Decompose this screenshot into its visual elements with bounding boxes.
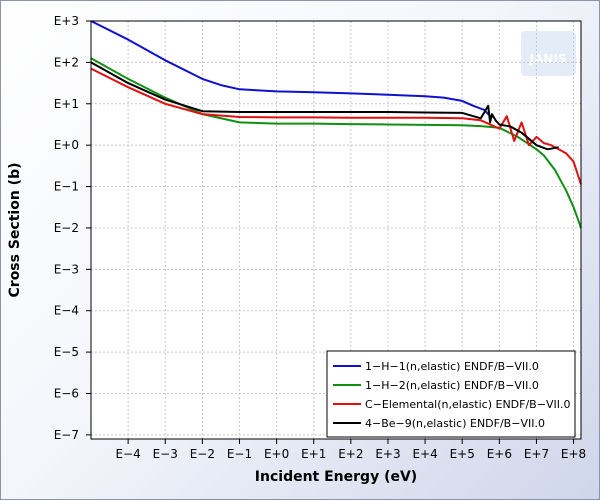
plot-frame [90, 20, 582, 440]
legend-label-2: C−Elemental(n,elastic) ENDF/B−VII.0 [365, 398, 570, 411]
watermark-text: JANIS [529, 52, 567, 66]
x-axis-title: Incident Energy (eV) [255, 469, 417, 485]
x-tick-label: E+3 [375, 447, 400, 461]
y-tick-label: E−6 [54, 386, 79, 400]
x-tick-label: E+2 [338, 447, 363, 461]
series-line-3 [90, 61, 559, 151]
y-tick-label: E+1 [54, 97, 79, 111]
x-tick-label: E+4 [412, 447, 437, 461]
x-tick-label: E+5 [450, 447, 475, 461]
y-tick-label: E−5 [54, 345, 79, 359]
y-tick-label: E−3 [54, 262, 79, 276]
legend-label-0: 1−H−1(n,elastic) ENDF/B−VII.0 [365, 360, 539, 373]
x-tick-label: E−4 [115, 447, 140, 461]
y-tick-label: E−4 [54, 304, 79, 318]
legend-label-1: 1−H−2(n,elastic) ENDF/B−VII.0 [365, 379, 539, 392]
watermark-logo [521, 31, 576, 76]
y-tick-label: E+0 [54, 138, 79, 152]
x-tick-label: E+7 [524, 447, 549, 461]
y-tick-label: E+2 [54, 55, 79, 69]
x-tick-label: E−2 [190, 447, 215, 461]
series-line-2 [90, 67, 582, 185]
x-tick-label: E+8 [561, 447, 586, 461]
legend-box [326, 350, 576, 438]
series-line-0 [90, 20, 493, 119]
legend-label-3: 4−Be−9(n,elastic) ENDF/B−VII.0 [365, 417, 545, 430]
y-axis-title: Cross Section (b) [7, 163, 23, 298]
y-tick-label: E−2 [54, 221, 79, 235]
y-tick-label: E+3 [54, 14, 79, 28]
x-tick-label: E+6 [487, 447, 512, 461]
x-tick-label: E+0 [264, 447, 289, 461]
y-tick-label: E−7 [54, 428, 79, 442]
x-tick-label: E+1 [301, 447, 326, 461]
y-tick-label: E−1 [54, 180, 79, 194]
x-tick-label: E−3 [153, 447, 178, 461]
x-tick-label: E−1 [227, 447, 252, 461]
